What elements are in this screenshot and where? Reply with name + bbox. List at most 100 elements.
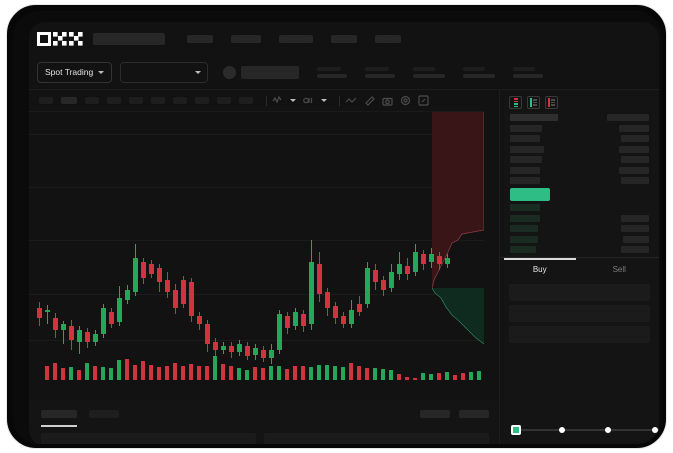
volume-bar	[413, 378, 417, 380]
slider-stop-dot[interactable]	[558, 426, 565, 433]
candle	[309, 112, 314, 372]
stat-label	[413, 66, 436, 71]
trendline-icon[interactable]	[345, 96, 357, 105]
candle	[61, 112, 66, 372]
orderbook-ask-row[interactable]	[510, 124, 649, 132]
candle-body	[421, 254, 426, 264]
candle-body	[37, 308, 42, 318]
fullscreen-icon[interactable]	[418, 95, 429, 106]
pair-select[interactable]	[120, 61, 209, 83]
nav-item[interactable]	[187, 34, 213, 43]
tab-sell[interactable]: Sell	[612, 265, 626, 274]
candle	[301, 112, 306, 372]
volume-bar	[69, 367, 73, 380]
tab-buy[interactable]: Buy	[532, 265, 547, 274]
volume-bar	[181, 366, 185, 380]
tab-open-orders[interactable]	[41, 410, 77, 418]
volume-bar	[245, 370, 249, 380]
candle	[373, 112, 378, 372]
order-price-field[interactable]	[509, 284, 650, 301]
tf-more[interactable]	[239, 97, 253, 104]
bottom-action-1[interactable]	[420, 410, 450, 418]
volume-bar	[301, 366, 305, 380]
market-type-button[interactable]: Spot Trading	[37, 61, 113, 83]
slider-stop-dot[interactable]	[605, 426, 611, 433]
nav-item[interactable]	[331, 34, 357, 43]
volume-bar	[61, 368, 65, 380]
orderbook-bid-row[interactable]	[510, 204, 649, 211]
tf-30m[interactable]	[107, 97, 121, 104]
volume-bar	[365, 368, 369, 380]
amount-slider[interactable]	[507, 424, 659, 436]
orderbook-header-row[interactable]	[510, 114, 649, 121]
slider-track[interactable]	[515, 429, 659, 431]
orderbook-rows[interactable]	[500, 114, 659, 253]
volume-bar	[429, 374, 433, 380]
camera-icon[interactable]	[382, 96, 393, 106]
bottom-action-2[interactable]	[459, 410, 489, 418]
orderbook-cell-amount	[621, 246, 649, 253]
search-input[interactable]	[93, 32, 165, 45]
orderbook-both-glyph	[513, 98, 518, 107]
orderbook-bid-row[interactable]	[510, 225, 649, 232]
candle-body	[61, 324, 66, 330]
settings-gear-icon[interactable]	[400, 95, 411, 106]
orderbook-mid-price-row[interactable]	[510, 187, 649, 201]
tf-4h[interactable]	[151, 97, 165, 104]
indicators-icon[interactable]	[303, 96, 314, 105]
orderbook-bid-row[interactable]	[510, 235, 649, 243]
candle-body	[77, 330, 82, 342]
chevron-down-icon	[98, 70, 105, 74]
orderbook-ask-row[interactable]	[510, 177, 649, 184]
candle-body	[117, 298, 122, 322]
volume-bar	[477, 371, 481, 380]
okx-logo-icon[interactable]	[37, 31, 83, 46]
candle-body	[269, 350, 274, 358]
tf-5m[interactable]	[61, 97, 77, 104]
candle	[269, 112, 274, 372]
orderbook-ask-row[interactable]	[510, 135, 649, 142]
tab-order-history[interactable]	[89, 410, 119, 418]
orderbook-asks-icon[interactable]	[545, 96, 558, 109]
candle-body	[277, 314, 282, 350]
orderbook-bid-row[interactable]	[510, 214, 649, 222]
orderbook-ask-row[interactable]	[510, 166, 649, 174]
price-chart[interactable]	[29, 112, 484, 400]
ruler-icon[interactable]	[364, 95, 375, 106]
candle-type-icon[interactable]	[272, 96, 283, 105]
orderbook-ask-row[interactable]	[510, 156, 649, 163]
candle	[141, 112, 146, 372]
candle-body	[197, 316, 202, 324]
tf-1m[interactable]	[39, 97, 53, 104]
candle-body	[53, 318, 58, 330]
orderbook-both-icon[interactable]	[509, 96, 522, 109]
chevron-down-icon[interactable]	[321, 99, 327, 102]
nav-item[interactable]	[231, 34, 261, 43]
volume-bar	[165, 366, 169, 380]
tf-1mo[interactable]	[217, 97, 231, 104]
candle	[85, 112, 90, 372]
tf-1w[interactable]	[195, 97, 209, 104]
candle	[413, 112, 418, 372]
order-total-field[interactable]	[509, 326, 650, 343]
candle-body	[429, 254, 434, 262]
candle	[117, 112, 122, 372]
orderbook-bid-row[interactable]	[510, 246, 649, 253]
slider-handle[interactable]	[511, 424, 521, 435]
tf-1d[interactable]	[173, 97, 187, 104]
tf-15m[interactable]	[85, 97, 99, 104]
chevron-down-icon[interactable]	[290, 99, 296, 102]
nav-item[interactable]	[375, 34, 401, 43]
volume-bar	[349, 363, 353, 380]
candle-body	[125, 290, 130, 300]
slider-stop-dot[interactable]	[651, 426, 658, 433]
tf-1h[interactable]	[129, 97, 143, 104]
order-amount-field[interactable]	[509, 305, 650, 322]
candle	[341, 112, 346, 372]
orderbook-ask-row[interactable]	[510, 145, 649, 153]
nav-item[interactable]	[279, 34, 313, 43]
bottom-block-right	[264, 433, 489, 444]
pair-name-label	[241, 65, 300, 79]
candle-body	[165, 280, 170, 292]
orderbook-bids-icon[interactable]	[527, 96, 540, 109]
